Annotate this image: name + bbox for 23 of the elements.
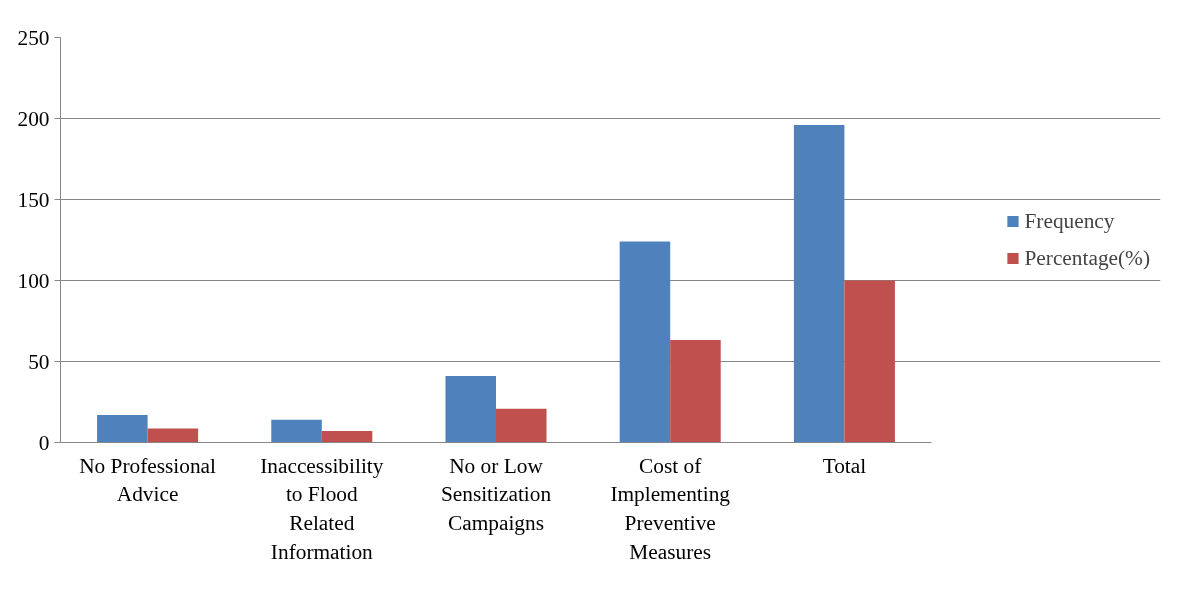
x-tick-label: Cost of Implementing Preventive Measures (610, 453, 731, 564)
legend-label: Percentage(%) (1024, 245, 1150, 271)
x-tick-label: Inaccessibility to Flood Related Information (260, 453, 384, 564)
x-tick-label: Total (822, 453, 867, 478)
y-tick-label: 250 (17, 25, 50, 50)
bar (445, 376, 496, 443)
bar (793, 124, 845, 443)
x-tick-label: No or Low Sensitization Campaigns (440, 453, 552, 536)
bar (844, 280, 895, 443)
bar (619, 241, 671, 443)
bar (147, 428, 199, 443)
y-tick-label: 150 (17, 187, 50, 212)
y-tick-label: 50 (28, 349, 50, 374)
x-tick-label: No Professional Advice (79, 453, 217, 507)
bar (321, 431, 373, 443)
bar (271, 419, 322, 443)
bar (496, 408, 547, 443)
bar (670, 339, 721, 443)
y-tick-label: 100 (17, 268, 50, 293)
legend-label: Frequency (1024, 208, 1115, 234)
y-tick-label: 0 (38, 430, 50, 455)
bar (97, 414, 148, 443)
y-tick-label: 200 (17, 106, 50, 131)
